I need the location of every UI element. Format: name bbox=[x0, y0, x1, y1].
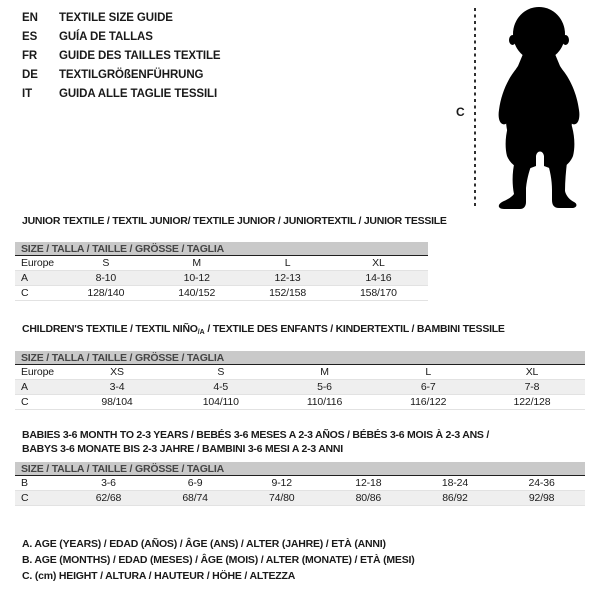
language-title: GUIDE DES TAILLES TEXTILE bbox=[59, 49, 221, 62]
babies-heading-line1: BABIES 3-6 MONTH TO 2-3 YEARS / BEBÉS 3-… bbox=[22, 429, 490, 441]
junior-size-header-bar: SIZE / TALLA / TAILLE / GRÖSSE / TAGLIA bbox=[15, 242, 428, 256]
height-measure-label: C bbox=[456, 105, 465, 119]
language-title: TEXTILGRÖßENFÜHRUNG bbox=[59, 68, 204, 81]
height-cell: 98/104 bbox=[101, 396, 133, 408]
row-label: B bbox=[21, 477, 28, 489]
language-code: IT bbox=[22, 87, 33, 100]
row-label: A bbox=[21, 272, 28, 284]
children-section: CHILDREN'S TEXTILE / TEXTIL NIÑO/A / TEX… bbox=[15, 323, 585, 410]
size-cell: XL bbox=[525, 366, 539, 378]
height-cell: 80/86 bbox=[355, 492, 382, 504]
height-cell: 74/80 bbox=[268, 492, 295, 504]
age-cell: 5-6 bbox=[317, 381, 332, 393]
language-legend: EN TEXTILE SIZE GUIDE ES GUÍA DE TALLAS … bbox=[22, 8, 221, 103]
table-row: A 8-10 10-12 12-13 14-16 bbox=[15, 271, 428, 286]
age-cell: 4-5 bbox=[213, 381, 229, 393]
row-label: C bbox=[21, 287, 29, 299]
footnote-b: B. AGE (MONTHS) / EDAD (MESES) / ÂGE (MO… bbox=[22, 554, 415, 566]
size-cell: S bbox=[217, 366, 225, 378]
height-cell: 128/140 bbox=[87, 287, 125, 299]
language-row-fr: FR GUIDE DES TAILLES TEXTILE bbox=[22, 46, 221, 65]
age-cell: 8-10 bbox=[95, 272, 117, 284]
legend-footnotes: A. AGE (YEARS) / EDAD (AÑOS) / ÂGE (ANS)… bbox=[22, 536, 415, 584]
baby-silhouette-image bbox=[498, 7, 580, 209]
children-size-header-bar: SIZE / TALLA / TAILLE / GRÖSSE / TAGLIA bbox=[15, 351, 585, 365]
height-measure-dotted-line bbox=[474, 8, 476, 208]
children-heading-post: / TEXTILE DES ENFANTS / KINDERTEXTIL / B… bbox=[204, 323, 505, 335]
babies-heading-line2: BABYS 3-6 MONATE BIS 2-3 JAHRE / BAMBINI… bbox=[22, 443, 343, 455]
age-cell: 12-13 bbox=[274, 272, 301, 284]
footnote-a: A. AGE (YEARS) / EDAD (AÑOS) / ÂGE (ANS)… bbox=[22, 538, 386, 550]
height-cell: 158/170 bbox=[359, 287, 397, 299]
row-label: C bbox=[21, 492, 29, 504]
language-code: DE bbox=[22, 68, 38, 81]
age-cell: 7-8 bbox=[524, 381, 540, 393]
height-cell: 122/128 bbox=[513, 396, 551, 408]
table-row: Europe XS S M L XL bbox=[15, 365, 585, 380]
children-heading-subscript: /A bbox=[197, 329, 205, 336]
size-cell: M bbox=[320, 366, 329, 378]
table-row: C 98/104 104/110 110/116 116/122 122/128 bbox=[15, 395, 585, 410]
height-cell: 68/74 bbox=[182, 492, 208, 504]
row-label: Europe bbox=[21, 257, 54, 269]
babies-size-header-bar: SIZE / TALLA / TAILLE / GRÖSSE / TAGLIA bbox=[15, 462, 585, 476]
children-heading-pre: CHILDREN'S TEXTILE / TEXTIL NIÑO bbox=[22, 323, 198, 335]
babies-section: BABIES 3-6 MONTH TO 2-3 YEARS / BEBÉS 3-… bbox=[15, 428, 585, 506]
row-label: A bbox=[21, 381, 28, 393]
size-cell: M bbox=[192, 257, 202, 269]
size-cell: S bbox=[102, 257, 110, 269]
size-cell: L bbox=[284, 257, 291, 269]
age-cell: 3-6 bbox=[101, 477, 116, 489]
age-cell: 18-24 bbox=[441, 477, 469, 489]
age-cell: 12-18 bbox=[355, 477, 382, 489]
language-title: GUIDA ALLE TAGLIE TESSILI bbox=[59, 87, 218, 100]
footnote-c: C. (cm) HEIGHT / ALTURA / HAUTEUR / HÖHE… bbox=[22, 570, 296, 582]
age-cell: 6-7 bbox=[420, 381, 436, 393]
language-title: GUÍA DE TALLAS bbox=[59, 30, 153, 43]
language-row-en: EN TEXTILE SIZE GUIDE bbox=[22, 8, 221, 27]
height-cell: 110/116 bbox=[306, 396, 343, 408]
age-cell: 3-4 bbox=[109, 381, 125, 393]
age-cell: 6-9 bbox=[187, 477, 203, 489]
language-code: FR bbox=[22, 49, 38, 62]
language-title: TEXTILE SIZE GUIDE bbox=[59, 11, 173, 24]
table-row: Europe S M L XL bbox=[15, 256, 428, 271]
junior-section: JUNIOR TEXTILE / TEXTIL JUNIOR/ TEXTILE … bbox=[15, 215, 447, 301]
height-cell: 116/122 bbox=[410, 396, 447, 408]
language-code: ES bbox=[22, 30, 38, 43]
language-row-de: DE TEXTILGRÖßENFÜHRUNG bbox=[22, 65, 221, 84]
height-cell: 86/92 bbox=[442, 492, 468, 504]
language-row-it: IT GUIDA ALLE TAGLIE TESSILI bbox=[22, 84, 221, 103]
children-heading: CHILDREN'S TEXTILE / TEXTIL NIÑO/A / TEX… bbox=[22, 323, 585, 339]
age-cell: 9-12 bbox=[271, 477, 293, 489]
table-row: B 3-6 6-9 9-12 12-18 18-24 24-36 bbox=[15, 476, 585, 491]
height-cell: 62/68 bbox=[95, 492, 122, 504]
junior-heading: JUNIOR TEXTILE / TEXTIL JUNIOR/ TEXTILE … bbox=[22, 215, 447, 227]
age-cell: 14-16 bbox=[365, 272, 392, 284]
language-row-es: ES GUÍA DE TALLAS bbox=[22, 27, 221, 46]
size-cell: L bbox=[425, 366, 432, 378]
row-label: Europe bbox=[21, 366, 54, 378]
babies-heading: BABIES 3-6 MONTH TO 2-3 YEARS / BEBÉS 3-… bbox=[22, 428, 585, 456]
height-cell: 92/98 bbox=[528, 492, 555, 504]
table-row: C 62/68 68/74 74/80 80/86 86/92 92/98 bbox=[15, 491, 585, 506]
height-cell: 104/110 bbox=[202, 396, 239, 408]
language-code: EN bbox=[22, 11, 38, 24]
size-cell: XS bbox=[110, 366, 124, 378]
age-cell: 10-12 bbox=[183, 272, 210, 284]
table-row: C 128/140 140/152 152/158 158/170 bbox=[15, 286, 428, 301]
age-cell: 24-36 bbox=[528, 477, 555, 489]
table-row: A 3-4 4-5 5-6 6-7 7-8 bbox=[15, 380, 585, 395]
height-cell: 152/158 bbox=[269, 287, 307, 299]
row-label: C bbox=[21, 396, 29, 408]
size-cell: XL bbox=[372, 257, 385, 269]
height-cell: 140/152 bbox=[178, 287, 216, 299]
